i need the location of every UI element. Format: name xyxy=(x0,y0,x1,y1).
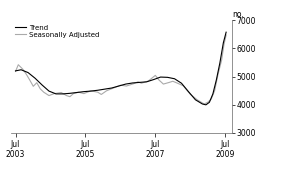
Legend: Trend, Seasonally Adjusted: Trend, Seasonally Adjusted xyxy=(15,24,100,38)
Text: no.: no. xyxy=(232,10,244,19)
